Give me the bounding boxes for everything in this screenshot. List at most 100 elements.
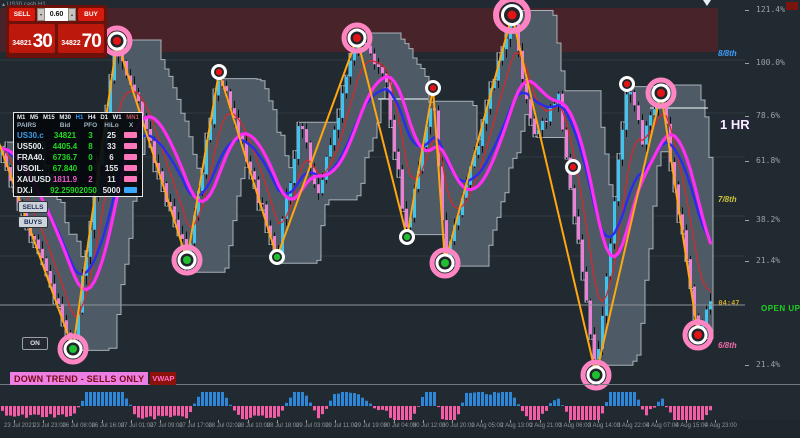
annotation--04-47: - 04:47	[710, 299, 740, 307]
watch-row-xauusd[interactable]: XAUUSD 1811.9 2 11	[17, 174, 139, 185]
time-axis-tick	[393, 420, 395, 423]
watch-row-dxi[interactable]: DX.i 92.25902050 5000	[17, 185, 139, 196]
timeframe-d1[interactable]: D1	[100, 115, 108, 121]
time-axis-label: 2 Aug 21:00	[529, 423, 562, 429]
time-axis-label: 26 Jul 08:00	[62, 423, 96, 429]
vwap-badge: VWAP	[150, 372, 177, 385]
watch-table-header: PAIRS Bid PFO HiLo X	[17, 122, 139, 129]
buy-price-box[interactable]: 34822 70	[58, 24, 104, 53]
strength-bar	[124, 132, 137, 138]
time-axis-label: 29 Jul 03:00	[296, 423, 329, 429]
time-axis-tick	[598, 420, 599, 423]
time-axis-tick	[685, 420, 687, 423]
timeframe-mn1[interactable]: MN1	[126, 115, 139, 121]
price-axis-label: 21.4%	[756, 256, 781, 265]
watch-cell: 25	[107, 131, 116, 140]
sell-price-box[interactable]: 34821 30	[9, 24, 55, 53]
time-axis-label: 2 Aug 13:00	[500, 423, 533, 429]
time-axis-tick	[627, 420, 629, 423]
time-axis-label: 3 Aug 14:00	[588, 423, 621, 429]
time-axis-tick	[14, 420, 15, 423]
price-axis-label: 61.8%	[756, 156, 781, 165]
timeframe-m15[interactable]: M15	[43, 115, 55, 121]
watch-row-us30c[interactable]: US30.c 34821 3 25	[17, 130, 139, 141]
lot-size-value[interactable]: 0.60	[45, 8, 68, 21]
time-axis-label: 4 Aug 07:00	[646, 423, 679, 429]
time-axis-tick	[160, 420, 161, 423]
sell-button[interactable]: SELL	[9, 8, 35, 21]
time-axis-label: 26 Jul 16:00	[91, 423, 125, 429]
time-axis-label: 30 Jul 20:00	[442, 423, 475, 429]
buy-price-small: 34822	[61, 40, 81, 47]
one-click-trade-panel: SELL ▾ 0.60 ▴ BUY 34821 30 34822 70	[6, 5, 107, 58]
strength-bar	[124, 187, 137, 193]
lot-decrease-button[interactable]: ▾	[37, 8, 45, 21]
time-axis[interactable]: 23 Jul 2021 23 Jul 23:00 26 Jul 08:00 26 Ju…	[0, 420, 800, 438]
watch-cell: 33	[107, 142, 116, 151]
timeframe-m1[interactable]: M1	[17, 115, 26, 121]
time-axis-label: 3 Aug 06:00	[558, 423, 591, 429]
timeframe-h4[interactable]: H4	[87, 115, 96, 121]
watch-row-us500[interactable]: US500. 4405.4 8 33	[17, 141, 139, 152]
sell-price-big: 30	[32, 31, 53, 52]
lot-size-spinner: ▾ 0.60 ▴	[37, 8, 76, 21]
time-axis-label: 28 Jul 18:00	[266, 423, 300, 429]
watch-row-fra40[interactable]: FRA40. 6736.7 0 6	[17, 152, 139, 163]
strength-bar	[124, 176, 137, 182]
price-axis-tick	[745, 365, 749, 366]
time-axis-tick	[714, 420, 716, 423]
price-axis-tick	[745, 161, 749, 162]
timeframe-h1[interactable]: H1	[75, 115, 84, 121]
watch-cell: 0	[88, 164, 93, 173]
price-axis-tick	[745, 261, 749, 262]
time-axis-label: 30 Jul 12:00	[412, 423, 446, 429]
time-axis-label: 4 Aug 15:00	[675, 423, 708, 429]
time-axis-tick	[189, 420, 191, 423]
time-axis-label: 28 Jul 10:00	[237, 423, 271, 429]
time-axis-tick	[568, 420, 570, 423]
watch-cell: 67.840	[52, 164, 78, 173]
watch-cell: US500.	[17, 142, 44, 151]
watch-cell: FRA40.	[17, 153, 45, 162]
watch-col-x: X	[128, 122, 134, 129]
lot-increase-button[interactable]: ▴	[68, 8, 76, 21]
watch-cell: US30.c	[17, 131, 44, 140]
watch-cell: 11	[107, 175, 116, 184]
timeframe-m5[interactable]: M5	[30, 115, 39, 121]
time-axis-tick	[539, 420, 541, 423]
time-axis-label: 23 Jul 23:00	[33, 423, 66, 429]
watch-cell: 6	[109, 153, 114, 162]
annotation-7-8th: 7/8th	[718, 195, 737, 204]
trend-banner-text: DOWN TREND - SELLS ONLY	[10, 372, 149, 385]
buy-button[interactable]: BUY	[78, 8, 104, 21]
price-axis-label: 100.0%	[756, 58, 785, 67]
timeframe-w1[interactable]: W1	[112, 115, 122, 121]
watch-cell: 5000	[102, 186, 121, 195]
price-axis-label: 78.6%	[756, 111, 781, 120]
timeframe-m30[interactable]: M30	[59, 115, 71, 121]
time-axis-label: 27 Jul 17:00	[179, 423, 212, 429]
watch-table-body: US30.c 34821 3 25 US500. 4405.4 8 33 FRA40. 6736.…	[17, 130, 139, 196]
buy-price-big: 70	[81, 31, 102, 52]
time-axis-label: 29 Jul 19:00	[354, 423, 388, 429]
annotation-6-8th: 6/8th	[718, 341, 737, 350]
subwindow-divider[interactable]	[0, 384, 800, 385]
watch-cell: 34821	[53, 131, 77, 140]
time-axis-tick	[276, 420, 278, 423]
time-axis-tick	[72, 420, 74, 423]
annotation-8-8th: 8/8th	[718, 49, 737, 58]
watch-col-bid: Bid	[59, 122, 71, 129]
on-toggle-button[interactable]: ON	[22, 337, 48, 350]
buys-button[interactable]: BUYS	[18, 216, 48, 228]
chart-symbol-tab[interactable]: ▴ US30.cash,H1	[2, 1, 46, 9]
trend-banner: DOWN TREND - SELLS ONLY VWAP	[10, 372, 177, 385]
watch-cell: DX.i	[17, 186, 33, 195]
time-axis-tick	[335, 420, 337, 423]
time-axis-tick	[656, 420, 658, 423]
time-axis-tick	[481, 420, 483, 423]
strength-bar	[124, 143, 137, 149]
sells-button[interactable]: SELLS	[18, 201, 48, 213]
watch-row-usoil[interactable]: USOIL. 67.840 0 155	[17, 163, 139, 174]
chart-symbol-label: US30.cash,H1	[7, 2, 46, 8]
